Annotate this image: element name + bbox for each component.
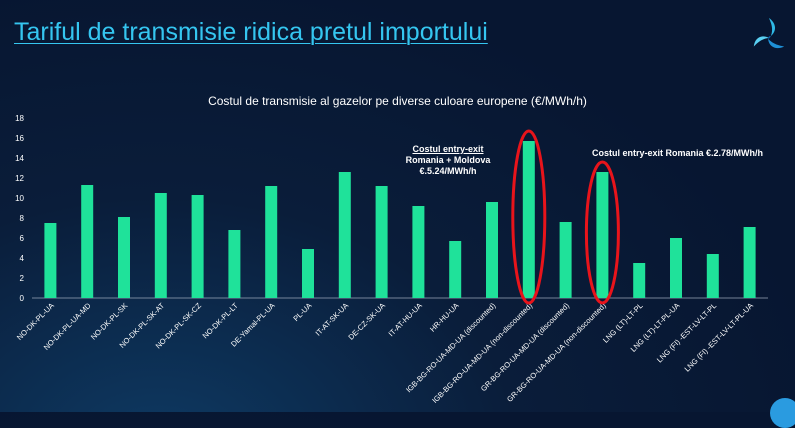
x-tick-label: NO-DK-PL-LT	[201, 301, 241, 341]
x-tick-label: PL-UA	[291, 301, 313, 323]
annotation-romania: Costul entry-exit Romania €.2.78/MWh/h	[592, 148, 764, 158]
y-tick-label: 2	[20, 274, 25, 283]
bar	[412, 206, 425, 298]
highlight-ellipses	[511, 129, 620, 305]
bar	[559, 222, 572, 298]
annotation-md-line-3: €.5.24/MWh/h	[419, 166, 477, 176]
x-tick-label: LNG (FI) -EST-LV-LT-PL-UA	[683, 301, 755, 373]
y-tick-label: 12	[15, 174, 24, 183]
bar	[302, 249, 314, 298]
bar	[375, 186, 388, 298]
bar	[44, 223, 57, 298]
annotation-md-line-1: Costul entry-exit	[412, 144, 484, 154]
annotation-md-line-2: Romania + Moldova	[405, 155, 491, 165]
x-tick-labels: NO-DK-PL-UANO-DK-PL-UA-MDNO-DK-PL-SKNO-D…	[15, 301, 755, 405]
corner-circle	[770, 398, 795, 428]
y-tick-label: 18	[15, 114, 24, 123]
x-tick-label: NO-DK-PL-UA	[15, 301, 56, 342]
bar	[449, 241, 462, 298]
bar	[228, 230, 241, 298]
slide-title: Tariful de transmisie ridica pretul impo…	[14, 18, 488, 46]
bar	[81, 185, 94, 298]
bar	[522, 141, 535, 298]
y-tick-label: 0	[20, 294, 25, 303]
y-tick-label: 6	[20, 234, 25, 243]
bar	[118, 217, 130, 298]
x-tick-label: IT-AT-HU-UA	[387, 301, 424, 338]
tri-blade-logo-icon	[753, 17, 785, 49]
highlight-ellipse	[511, 129, 547, 305]
annotation-romania-moldova: Costul entry-exit Romania + Moldova €.5.…	[398, 144, 498, 177]
chart-title: Costul de transmisie al gazelor pe diver…	[208, 94, 587, 108]
bar	[633, 263, 646, 298]
bar	[338, 172, 351, 298]
bar	[486, 202, 498, 298]
bar	[670, 238, 682, 298]
bar	[706, 254, 719, 298]
y-tick-label: 16	[15, 134, 24, 143]
x-tick-label: IT-AT-SK-UA	[314, 301, 351, 338]
x-tick-label: NO-DK-PL-SK	[89, 301, 130, 342]
y-axis: 0 2 4 6 8 10 12 14 16 18	[15, 114, 24, 303]
bar-series	[44, 141, 756, 298]
y-tick-label: 8	[20, 214, 25, 223]
x-tick-label: DE-CZ-SK-UA	[346, 301, 387, 342]
bar	[191, 195, 204, 298]
y-tick-label: 10	[15, 194, 24, 203]
bar	[596, 172, 609, 298]
x-tick-label: HR-HU-UA	[428, 301, 461, 334]
bar	[154, 193, 167, 298]
y-tick-label: 14	[15, 154, 24, 163]
bar	[743, 227, 756, 298]
y-tick-label: 4	[20, 254, 25, 263]
bar	[265, 186, 278, 298]
highlight-ellipse	[584, 160, 620, 305]
